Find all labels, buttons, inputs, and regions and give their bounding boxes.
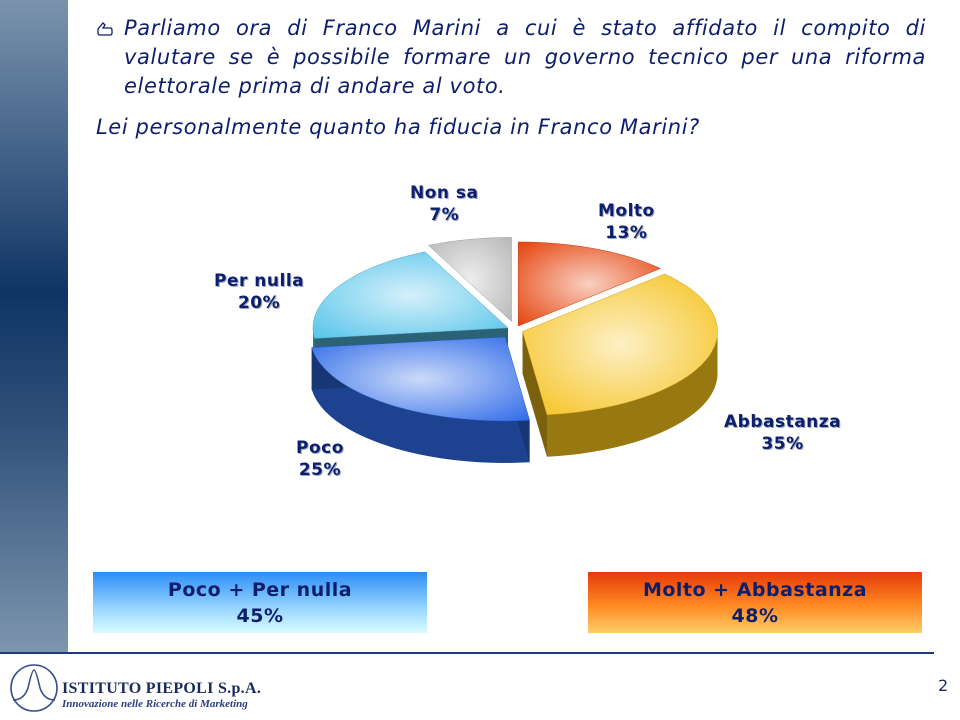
page-number: 2 bbox=[938, 676, 949, 695]
label-non-sa-value: 7% bbox=[429, 205, 460, 225]
label-per-nulla: Per nulla 20% bbox=[214, 270, 304, 314]
label-abbastanza: Abbastanza 35% bbox=[724, 411, 841, 455]
intro-paragraph: Parliamo ora di Franco Marini a cui è st… bbox=[96, 14, 926, 101]
label-poco: Poco 25% bbox=[296, 437, 344, 481]
footer-divider bbox=[0, 652, 934, 654]
pie-slice-per-nulla bbox=[312, 251, 509, 339]
pie-side-abbastanza bbox=[522, 331, 547, 457]
pie-slice-non-sa bbox=[427, 237, 512, 322]
label-per-nulla-value: 20% bbox=[237, 293, 281, 313]
question-text: Lei personalmente quanto ha fiducia in F… bbox=[96, 115, 700, 139]
label-non-sa-name: Non sa bbox=[410, 183, 479, 203]
label-poco-name: Poco bbox=[296, 438, 344, 458]
intro-text: Parliamo ora di Franco Marini a cui è st… bbox=[124, 16, 926, 98]
pie-wall-abbastanza bbox=[547, 331, 718, 457]
summary-negative-value: 45% bbox=[236, 605, 284, 627]
label-poco-value: 25% bbox=[298, 460, 342, 480]
hand-bullet-icon bbox=[97, 22, 113, 36]
pie-wall-poco bbox=[311, 347, 530, 463]
summary-negative-label: Poco + Per nulla bbox=[167, 579, 353, 601]
label-molto-value: 13% bbox=[605, 223, 648, 243]
label-abbastanza-name: Abbastanza bbox=[724, 412, 842, 432]
pie-slice-abbastanza bbox=[522, 273, 718, 416]
summary-positive-box: Molto + Abbastanza 48% bbox=[588, 572, 922, 633]
label-molto-name: Molto bbox=[598, 201, 655, 221]
label-non-sa: Non sa 7% bbox=[410, 182, 479, 226]
label-per-nulla-name: Per nulla bbox=[214, 271, 305, 291]
label-abbastanza-value: 35% bbox=[761, 434, 804, 454]
company-tagline: Innovazione nelle Ricerche di Marketing bbox=[62, 698, 248, 710]
summary-positive-label: Molto + Abbastanza bbox=[642, 579, 868, 601]
label-molto: Molto 13% bbox=[598, 200, 655, 244]
company-name: ISTITUTO PIEPOLI S.p.A. bbox=[62, 680, 262, 697]
piepoli-logo-icon bbox=[10, 664, 58, 712]
pie-slice-poco bbox=[311, 336, 530, 422]
summary-negative-box: Poco + Per nulla 45% bbox=[93, 572, 427, 633]
pie-slice-molto bbox=[517, 241, 661, 327]
sidebar-band bbox=[0, 0, 68, 652]
summary-positive-value: 48% bbox=[731, 605, 779, 627]
